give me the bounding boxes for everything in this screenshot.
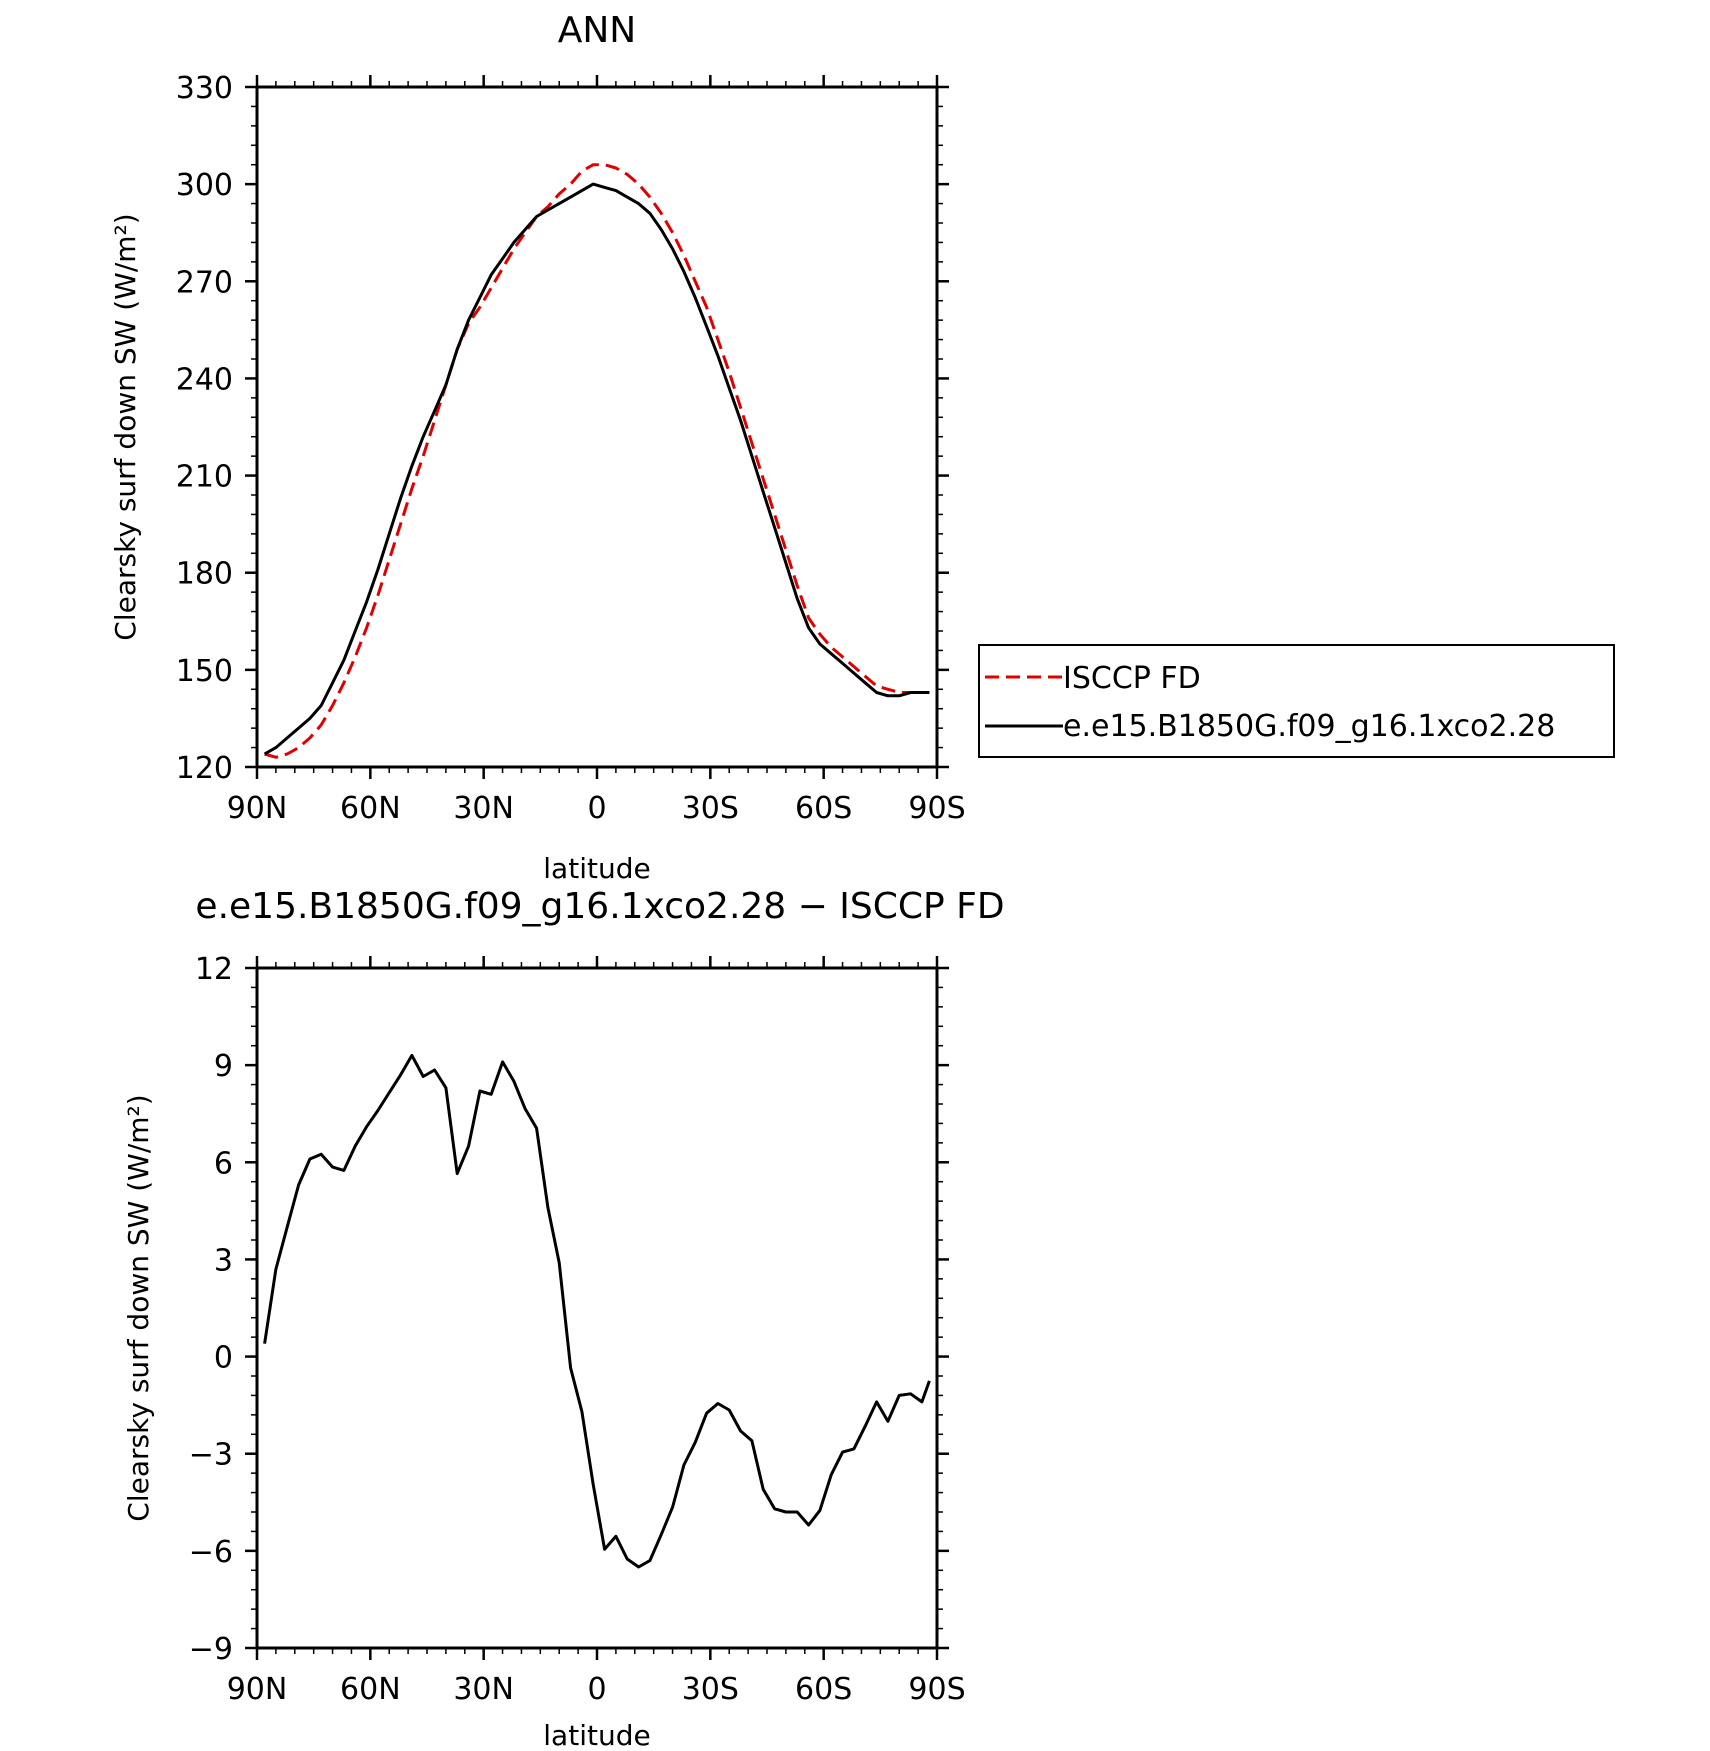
series-line-0 <box>263 1053 931 1569</box>
y-tick-label: 120 <box>176 751 233 786</box>
top-panel-series <box>263 163 930 759</box>
bottom-panel-ylabel: Clearsky surf down SW (W/m²) <box>122 1094 155 1521</box>
top-panel-ylabel: Clearsky surf down SW (W/m²) <box>109 213 142 640</box>
series-line-0 <box>264 163 930 759</box>
x-tick-label: 90N <box>227 791 288 826</box>
x-tick-label: 60N <box>340 791 401 826</box>
top-panel: ANN 90N 60N 30N 0 30S 60S 90S 120 150 180 210 240 27… <box>109 10 1615 885</box>
top-panel-xlabel: latitude <box>543 852 650 885</box>
x-tick-label: 30N <box>453 1672 514 1707</box>
legend: ISCCP FD e.e15.B1850G.f09_g16.1xco2.28 <box>978 644 1615 758</box>
x-tick-label: 0 <box>587 1672 606 1707</box>
bottom-panel: e.e15.B1850G.f09_g16.1xco2.28 − ISCCP FD… <box>122 886 1005 1751</box>
y-tick-label: 3 <box>214 1243 233 1278</box>
y-tick-label: 0 <box>214 1341 233 1376</box>
y-tick-label: 270 <box>176 265 233 300</box>
top-panel-title: ANN <box>558 10 637 51</box>
bottom-panel-tick-labels: 90N 60N 30N 0 30S 60S 90S −9 −6 −3 0 3 6 9 12 <box>189 952 966 1707</box>
x-tick-label: 30N <box>453 791 514 826</box>
top-panel-ticks <box>245 75 949 779</box>
legend-label-isccp: ISCCP FD <box>1063 661 1201 696</box>
x-tick-label: 60S <box>795 791 852 826</box>
legend-label-model: e.e15.B1850G.f09_g16.1xco2.28 <box>1063 709 1555 744</box>
legend-box <box>978 644 1615 758</box>
x-tick-label: 90N <box>227 1672 288 1707</box>
y-tick-label: 300 <box>176 168 233 203</box>
y-tick-label: −3 <box>189 1438 233 1473</box>
bottom-panel-title: e.e15.B1850G.f09_g16.1xco2.28 − ISCCP FD <box>195 886 1004 927</box>
top-panel-tick-labels: 90N 60N 30N 0 30S 60S 90S 120 150 180 210 240 270 300… <box>176 71 966 826</box>
x-tick-label: 90S <box>908 791 965 826</box>
y-tick-label: 210 <box>176 460 233 495</box>
x-tick-label: 0 <box>587 791 606 826</box>
bottom-panel-frame <box>255 966 939 1650</box>
y-tick-label: 9 <box>214 1049 233 1084</box>
bottom-panel-series <box>263 1053 931 1569</box>
y-tick-label: −9 <box>189 1632 233 1667</box>
top-panel-frame <box>255 85 939 769</box>
series-line-1 <box>263 182 930 756</box>
y-tick-label: 180 <box>176 557 233 592</box>
y-tick-label: 240 <box>176 362 233 397</box>
x-tick-label: 60S <box>795 1672 852 1707</box>
x-tick-label: 30S <box>682 791 739 826</box>
bottom-panel-ticks <box>245 956 949 1660</box>
y-tick-label: 330 <box>176 71 233 106</box>
x-tick-label: 30S <box>682 1672 739 1707</box>
y-tick-label: 12 <box>195 952 233 987</box>
bottom-panel-xlabel: latitude <box>543 1719 650 1751</box>
y-tick-label: 6 <box>214 1146 233 1181</box>
y-tick-label: −6 <box>189 1535 233 1570</box>
x-tick-label: 90S <box>908 1672 965 1707</box>
y-tick-label: 150 <box>176 654 233 689</box>
x-tick-label: 60N <box>340 1672 401 1707</box>
